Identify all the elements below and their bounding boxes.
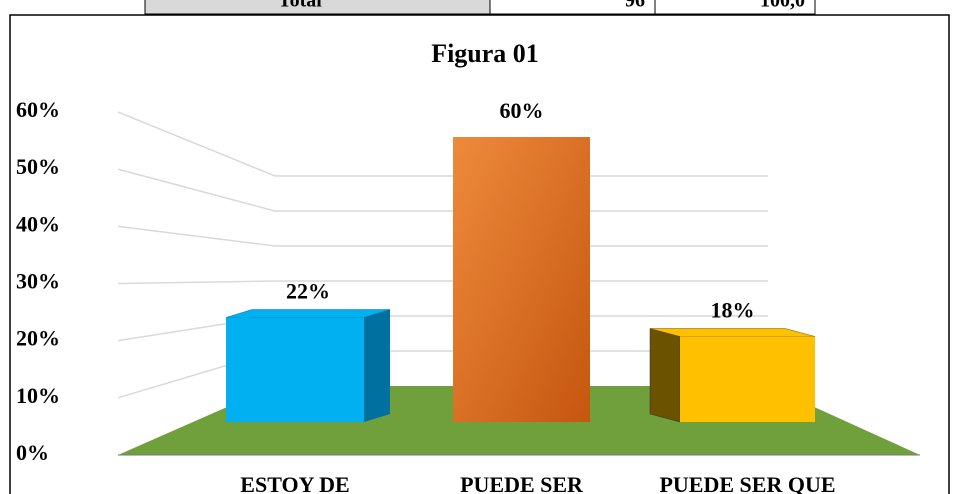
table-text: 100,0 [760, 0, 805, 12]
grid-line [117, 225, 768, 247]
data-label: 60% [500, 98, 544, 123]
y-tick-label: 20% [16, 326, 60, 351]
data-label: 22% [286, 279, 330, 304]
y-tick-label: 40% [16, 211, 60, 236]
grid-line [117, 168, 768, 212]
bar [680, 336, 815, 422]
table-text: 96 [625, 0, 645, 12]
grid-line [117, 280, 768, 285]
table-text: Total [278, 0, 322, 12]
grid-line [117, 111, 768, 177]
bar-side [364, 309, 390, 422]
x-tick-label: PUEDE SER [460, 472, 584, 494]
y-tick-label: 50% [16, 154, 60, 179]
table-cell [654, 0, 816, 15]
bar-top [225, 309, 391, 318]
chart-border [9, 14, 950, 494]
x-tick-label: ESTOY DE [240, 472, 349, 494]
y-tick-label: 0% [16, 440, 49, 465]
x-tick-label: PUEDE SER QUE [659, 472, 835, 494]
bar-top [649, 328, 816, 337]
y-tick-label: 60% [16, 97, 60, 122]
y-tick-label: 30% [16, 269, 60, 294]
y-tick-label: 10% [16, 383, 60, 408]
bar-side [649, 328, 681, 423]
data-label: 18% [711, 298, 755, 323]
bar [453, 137, 590, 422]
chart-title: Figura 01 [431, 39, 539, 68]
bar [226, 317, 364, 422]
